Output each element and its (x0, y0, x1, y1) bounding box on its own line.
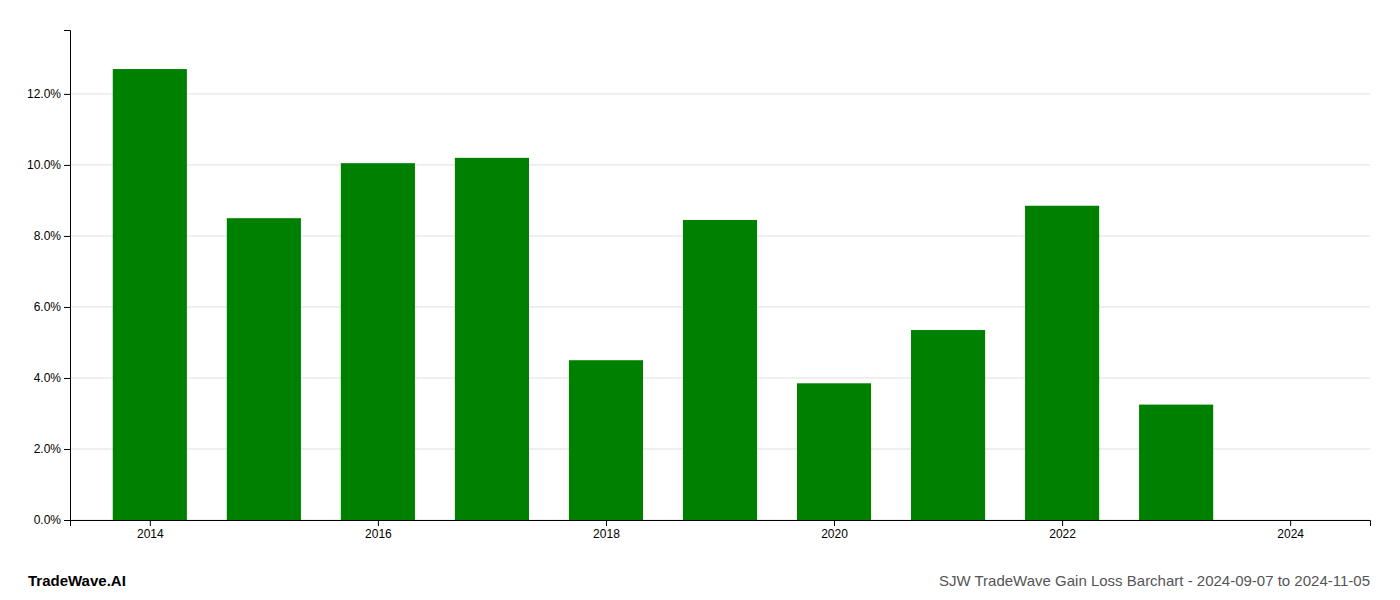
tick-mark (64, 520, 70, 521)
tick-mark (150, 520, 151, 526)
grid-line (70, 164, 1370, 165)
bar (1139, 405, 1213, 520)
y-tick: 8.0% (34, 229, 70, 243)
tick-label: 2016 (365, 527, 392, 541)
tick-label: 2018 (593, 527, 620, 541)
tick-label: 2024 (1277, 527, 1304, 541)
tick-label: 4.0% (34, 371, 62, 385)
grid-line (70, 93, 1370, 94)
y-tick: 6.0% (34, 300, 70, 314)
tick-label: 2014 (137, 527, 164, 541)
tick-label: 2.0% (34, 442, 62, 456)
tick-label: 10.0% (27, 158, 61, 172)
bar (911, 330, 985, 520)
y-axis: 0.0% 2.0% 4.0% 6.0% 8.0% 10.0% 12.0% (27, 31, 71, 528)
y-tick: 12.0% (27, 87, 70, 101)
y-tick: 2.0% (34, 442, 70, 456)
tick-label: 8.0% (34, 229, 62, 243)
axis-line (64, 31, 71, 521)
bar (1025, 206, 1099, 520)
tick-mark (1290, 520, 1291, 526)
tick-mark (834, 520, 835, 526)
watermark: TradeWave.AI (28, 572, 126, 589)
tick-label: 6.0% (34, 300, 62, 314)
x-tick: 2014 (137, 520, 164, 541)
grid (70, 94, 1370, 520)
tick-label: 2022 (1049, 527, 1076, 541)
bar (227, 218, 301, 520)
tick-mark (64, 449, 70, 450)
tick-mark (64, 94, 70, 95)
x-tick: 2018 (593, 520, 620, 541)
x-tick: 2020 (821, 520, 848, 541)
bar (569, 360, 643, 520)
bar (455, 158, 529, 520)
tick-mark (606, 520, 607, 526)
chart: 0.0%2.0%4.0%6.0%8.0%10.0%12.0%2014201620… (0, 0, 1400, 600)
tick-label: 12.0% (27, 87, 61, 101)
bars (113, 69, 1213, 520)
axis-line (71, 521, 1371, 527)
title: SJW TradeWave Gain Loss Barchart - 2024-… (939, 572, 1370, 589)
x-tick: 2024 (1277, 520, 1304, 541)
bar (113, 69, 187, 520)
x-axis: 2014 2016 2018 2020 2022 2024 (71, 520, 1371, 541)
tick-mark (378, 520, 379, 526)
plot-area: 0.0%2.0%4.0%6.0%8.0%10.0%12.0%2014201620… (27, 31, 1371, 541)
bar (683, 220, 757, 520)
x-tick: 2016 (365, 520, 392, 541)
tick-mark (64, 236, 70, 237)
x-tick: 2022 (1049, 520, 1076, 541)
tick-mark (64, 165, 70, 166)
tick-mark (64, 307, 70, 308)
tick-mark (64, 378, 70, 379)
tick-mark (1062, 520, 1063, 526)
tick-label: 0.0% (34, 513, 62, 527)
y-tick: 10.0% (27, 158, 70, 172)
y-tick: 0.0% (34, 513, 70, 527)
bar (341, 163, 415, 520)
tick-label: 2020 (821, 527, 848, 541)
y-tick: 4.0% (34, 371, 70, 385)
bar (797, 383, 871, 520)
